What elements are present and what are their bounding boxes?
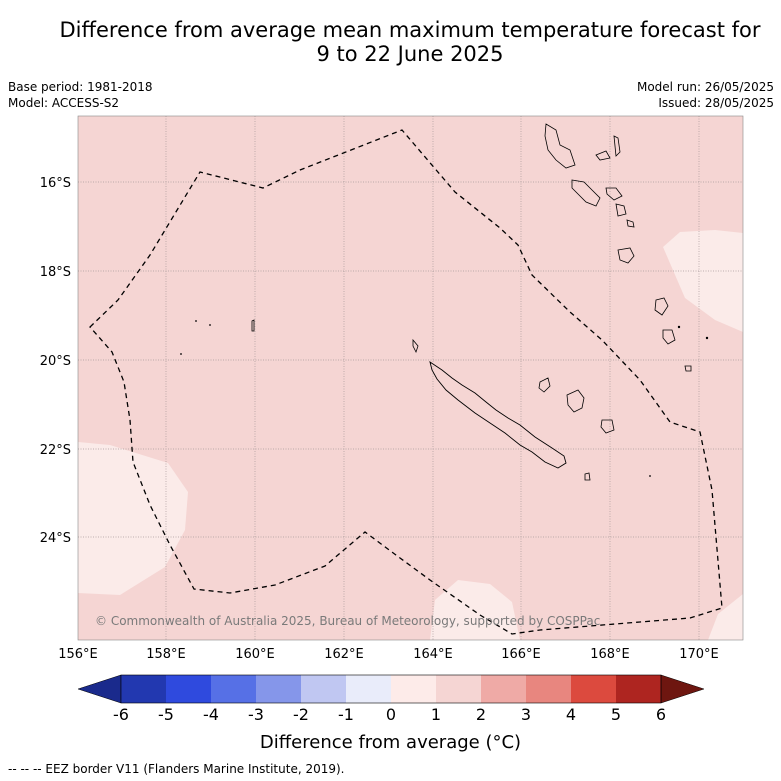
colorbar-bin xyxy=(256,675,301,703)
loyalty-island-3 xyxy=(600,419,615,434)
vanuatu-erromango xyxy=(654,297,669,316)
colorbar-bin xyxy=(571,675,616,703)
copyright-notice: © Commonwealth of Australia 2025, Bureau… xyxy=(95,614,601,628)
small-islet xyxy=(195,320,197,322)
title-line-2: 9 to 22 June 2025 xyxy=(316,42,504,66)
gridlines xyxy=(78,116,743,640)
small-islet xyxy=(649,475,651,477)
colorbar-bin xyxy=(346,675,391,703)
colorbar-bin xyxy=(526,675,571,703)
vanuatu-epi xyxy=(615,203,627,217)
title-line-1: Difference from average mean maximum tem… xyxy=(59,18,761,42)
axis-labels: 156°E 158°E 160°E 162°E 164°E 166°E 168°… xyxy=(40,176,719,662)
y-tick-label: 24°S xyxy=(40,531,71,546)
light-region-southwest xyxy=(78,442,188,595)
new-caledonia-island xyxy=(429,360,567,469)
loyalty-island-2 xyxy=(566,389,585,413)
vanuatu-shepherd xyxy=(626,219,635,228)
vanuatu-island-b xyxy=(613,135,621,157)
model-run: Model run: 26/05/2025 xyxy=(636,80,774,94)
colorbar-tick-label: 5 xyxy=(611,705,621,724)
vanuatu-aneityum xyxy=(684,365,692,372)
colorbar-tick-label: 2 xyxy=(476,705,486,724)
x-tick-label: 168°E xyxy=(590,647,630,662)
colorbar-bin xyxy=(616,675,661,703)
model-name: Model: ACCESS-S2 xyxy=(8,96,120,110)
colorbar-tick-label: -3 xyxy=(248,705,264,724)
colorbar-tick-label: 1 xyxy=(431,705,441,724)
colorbar-tick-label: -6 xyxy=(113,705,129,724)
colorbar-tick-label: -4 xyxy=(203,705,219,724)
y-tick-label: 20°S xyxy=(40,354,71,369)
vanuatu-tanna xyxy=(662,329,676,345)
y-tick-label: 22°S xyxy=(40,443,71,458)
colorbar-tick-label: 6 xyxy=(656,705,666,724)
colorbar-tick-label: 3 xyxy=(521,705,531,724)
x-tick-label: 158°E xyxy=(146,647,186,662)
x-tick-label: 156°E xyxy=(58,647,98,662)
isle-of-pines xyxy=(584,472,591,481)
vanuatu-ambrym xyxy=(605,187,623,201)
colorbar-title: Difference from average (°C) xyxy=(259,732,522,753)
colorbar-extend-high xyxy=(660,674,705,704)
colorbar-bin xyxy=(121,675,166,703)
colorbar-extend-low xyxy=(77,674,122,704)
x-tick-label: 166°E xyxy=(501,647,541,662)
colorbar-bin xyxy=(211,675,256,703)
colorbar-tick-label: 4 xyxy=(566,705,576,724)
vanuatu-espiritu-santo xyxy=(544,123,576,169)
x-tick-label: 170°E xyxy=(679,647,719,662)
x-tick-label: 164°E xyxy=(413,647,453,662)
eez-border xyxy=(89,129,723,635)
base-period: Base period: 1981-2018 xyxy=(8,80,153,94)
colorbar-tick-label: -2 xyxy=(293,705,309,724)
colorbar: -6 -5 -4 -3 -2 -1 0 1 2 3 4 5 6 xyxy=(77,674,705,724)
vanuatu-efate xyxy=(617,247,635,264)
small-islet xyxy=(677,325,681,329)
small-islet xyxy=(180,353,182,355)
x-tick-label: 160°E xyxy=(235,647,275,662)
meta-left: Base period: 1981-2018 Model: ACCESS-S2 xyxy=(8,79,153,111)
colorbar-bin xyxy=(166,675,211,703)
loyalty-island-1 xyxy=(538,377,551,393)
vanuatu-malakula xyxy=(571,179,601,207)
colorbar-bin xyxy=(391,675,436,703)
small-islet xyxy=(705,336,709,340)
colorbar-tick-label: -1 xyxy=(338,705,354,724)
vanuatu-island-a xyxy=(595,150,611,161)
colorbar-bin xyxy=(301,675,346,703)
light-region-northeast xyxy=(663,230,743,332)
small-islet xyxy=(209,324,211,326)
y-tick-label: 18°S xyxy=(40,265,71,280)
islet xyxy=(412,338,419,354)
colorbar-bin xyxy=(481,675,526,703)
map-background xyxy=(78,116,743,640)
colorbar-tick-label: 0 xyxy=(386,705,396,724)
meta-right: Model run: 26/05/2025 Issued: 28/05/2025 xyxy=(637,79,774,111)
y-tick-label: 16°S xyxy=(40,176,71,191)
eez-footnote: -- -- -- EEZ border V11 (Flanders Marine… xyxy=(8,762,345,776)
x-tick-label: 162°E xyxy=(324,647,364,662)
light-region-southeast xyxy=(708,594,743,640)
issued-date: Issued: 28/05/2025 xyxy=(658,96,774,110)
colorbar-tick-label: -5 xyxy=(158,705,174,724)
colorbar-bin xyxy=(436,675,481,703)
chesterfield-islet xyxy=(251,319,255,332)
map-frame xyxy=(77,115,744,641)
colorbar-frame xyxy=(120,674,662,704)
chart-title: Difference from average mean maximum tem… xyxy=(0,18,781,66)
